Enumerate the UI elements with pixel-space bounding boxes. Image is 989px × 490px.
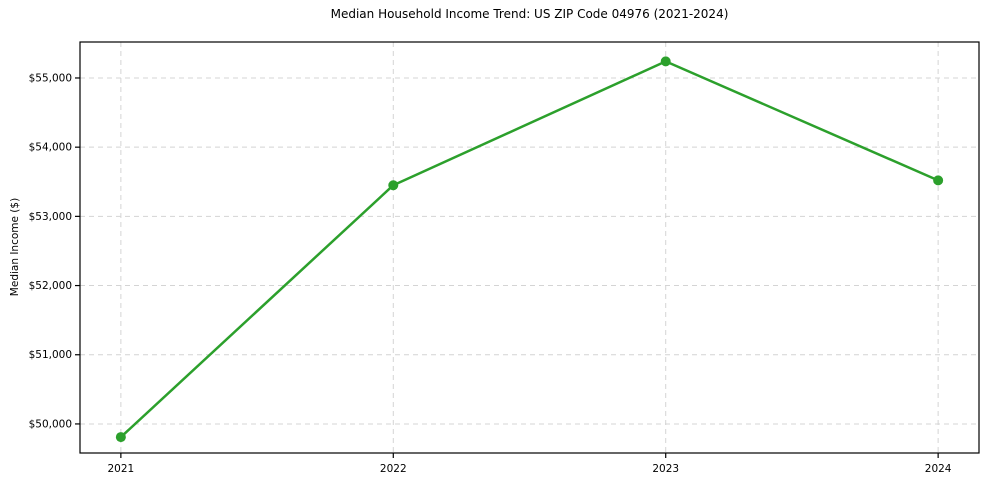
plot-border [79,41,980,454]
y-tick-label: $54,000 [29,142,72,154]
chart-title: Median Household Income Trend: US ZIP Co… [330,7,729,21]
plot-area-background [80,42,979,453]
y-tick-label: $50,000 [29,418,72,430]
x-tick-label: 2024 [925,463,952,475]
data-point-marker [660,56,671,67]
data-point-marker [933,175,944,186]
x-tick-label: 2022 [380,463,407,475]
y-tick-label: $53,000 [29,211,72,223]
y-tick-label: $51,000 [29,349,72,361]
data-point-marker [388,180,399,191]
x-tick-label: 2021 [107,463,134,475]
data-point-marker [115,432,126,443]
x-tick-label: 2023 [652,463,679,475]
y-tick-label: $55,000 [29,72,72,84]
trend-line [119,60,940,439]
y-tick-label: $52,000 [29,280,72,292]
